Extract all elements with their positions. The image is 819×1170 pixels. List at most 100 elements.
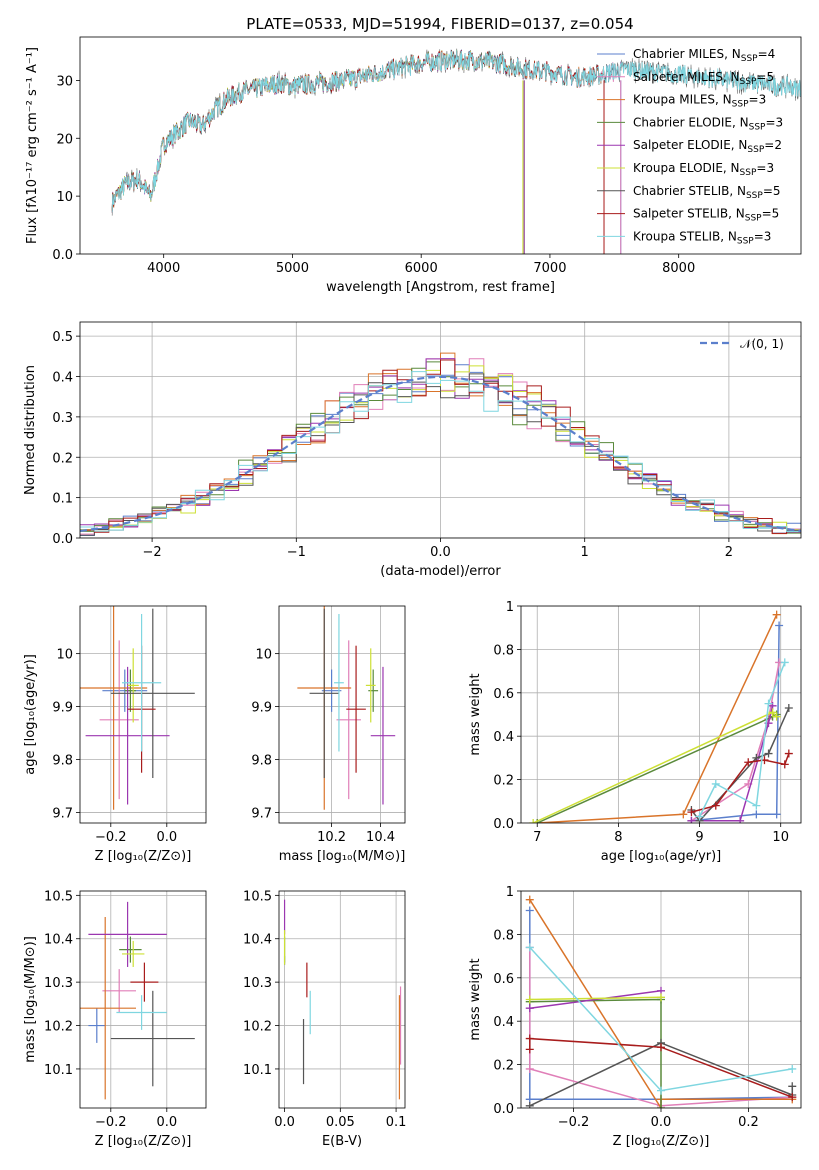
series-line (691, 705, 774, 822)
plot-area (521, 606, 801, 823)
y-tick-label: 10.2 (44, 1020, 73, 1035)
panel-age-vs-Z: −0.2 0.0 9.7 9.8 9.9 10 Z [log₁₀(Z/Z⊙)] age [lo… (23, 605, 207, 864)
y-tick-label: 9.9 (251, 701, 272, 716)
data-point (788, 1082, 797, 1091)
y-tick-label: 9.7 (251, 806, 272, 821)
y-tick-label: 0.8 (493, 643, 514, 658)
series-line (690, 662, 780, 822)
y-tick-label: 0.2 (493, 1059, 514, 1074)
legend-label: Kroupa ELODIE, NSSP=3 (633, 161, 774, 178)
x-tick-label: 8000 (662, 261, 695, 276)
panel-weight-vs-Z: −0.2 0.0 0.2 0.0 0.2 0.4 0.6 0.8 1 Z [log₁₀(Z/Z⊙)… (468, 885, 802, 1149)
x-axis-label: Z [log₁₀(Z/Z⊙)] (95, 849, 192, 864)
y-tick-label: 10.5 (243, 889, 272, 904)
legend-label: 𝒩(0, 1) (740, 337, 784, 351)
panel-residuals: −2 −1 0.0 1 2 0.0 0.1 0.2 0.3 0.4 0.5 (data-model)/… (23, 321, 802, 579)
x-tick-label: 1 (581, 545, 589, 560)
data-point (679, 810, 688, 819)
y-tick-label: 0.5 (52, 330, 73, 345)
data-point (525, 1064, 534, 1073)
data-point (657, 993, 665, 1002)
panel-age-vs-mass: 10.2 10.4 9.7 9.8 9.9 10 mass [log₁₀(M/M⊙)] (251, 605, 406, 864)
data-point (784, 749, 793, 758)
y-tick-label: 0.2 (52, 451, 73, 466)
data-point (744, 758, 753, 767)
y-axis-label: Normed distribution (23, 365, 38, 495)
plot-area (279, 606, 405, 823)
series-line (532, 711, 778, 823)
legend-label: Chabrier STELIB, NSSP=5 (633, 184, 781, 201)
data-point (657, 1043, 665, 1052)
legend-label: Chabrier ELODIE, NSSP=3 (633, 115, 783, 132)
y-tick-label: 9.9 (52, 701, 73, 716)
data-point (711, 801, 720, 810)
x-axis-label: age [log₁₀(age/yr)] (601, 849, 722, 864)
y-tick-label: 9.8 (52, 753, 73, 768)
data-point (768, 708, 777, 717)
y-tick-label: 0.0 (493, 1102, 514, 1117)
axes-frame (278, 890, 406, 1109)
data-point (752, 801, 761, 810)
series-line (691, 753, 790, 813)
data-point (525, 906, 534, 915)
data-point (784, 703, 793, 712)
data-point (657, 1086, 665, 1095)
x-tick-label: 2 (725, 545, 733, 560)
y-tick-label: 0.0 (52, 248, 73, 263)
x-tick-label: −0.2 (95, 1115, 127, 1130)
y-tick-label: 10.4 (44, 933, 73, 948)
data-point (687, 808, 696, 817)
y-tick-label: 1 (506, 885, 514, 900)
data-point (687, 816, 696, 823)
x-tick-label: 10.4 (366, 830, 395, 845)
x-axis-label: E(B-V) (322, 1134, 362, 1149)
y-axis-label: mass weight (468, 673, 483, 755)
x-axis-label: mass [log₁₀(M/M⊙)] (279, 849, 406, 864)
plot-area (279, 891, 405, 1108)
histogram-step (80, 371, 801, 532)
y-tick-label: 9.7 (52, 806, 73, 821)
plot-area (80, 891, 206, 1108)
series-line (536, 713, 778, 823)
data-point (525, 995, 534, 1004)
x-tick-label: 0.05 (326, 1115, 355, 1130)
x-tick-label: 7 (533, 830, 541, 845)
x-axis-label: Z [log₁₀(Z/Z⊙)] (95, 1134, 192, 1149)
data-point (525, 943, 534, 952)
y-tick-label: 0.6 (493, 972, 514, 987)
data-point (772, 610, 781, 619)
legend-label: Kroupa MILES, NSSP=3 (633, 93, 766, 110)
plot-area (521, 891, 801, 1108)
x-tick-label: 0.0 (156, 1115, 177, 1130)
x-tick-label: 0.0 (274, 1115, 295, 1130)
y-tick-label: 10.1 (243, 1063, 272, 1078)
x-tick-label: 6000 (405, 261, 438, 276)
y-tick-label: 30 (56, 74, 73, 89)
series-line (691, 625, 780, 822)
data-point (764, 699, 773, 708)
x-tick-label: 0.1 (386, 1115, 407, 1130)
y-tick-label: 0.4 (493, 730, 514, 745)
y-tick-label: 10 (56, 648, 73, 663)
data-point (772, 810, 781, 819)
x-axis-label: wavelength [Angstrom, rest frame] (326, 280, 555, 295)
legend-label: Chabrier MILES, NSSP=4 (633, 47, 775, 64)
data-point (525, 1045, 534, 1054)
panel-mass-vs-Z: −0.2 0.0 10.1 10.2 10.3 10.4 10.5 Z [log₁₀(Z/Z⊙… (23, 889, 207, 1149)
x-tick-label: 7000 (533, 261, 566, 276)
legend-label: Salpeter STELIB, NSSP=5 (633, 207, 779, 224)
x-tick-label: 9 (695, 830, 703, 845)
x-tick-label: 5000 (276, 261, 309, 276)
x-axis-label: (data-model)/error (380, 564, 501, 579)
y-tick-label: 0.6 (493, 687, 514, 702)
y-tick-label: 0.8 (493, 928, 514, 943)
series-line (529, 1037, 793, 1098)
y-tick-label: 0.4 (493, 1015, 514, 1030)
y-tick-label: 10 (56, 190, 73, 205)
y-tick-label: 10.5 (44, 889, 73, 904)
axes-frame (278, 605, 406, 824)
data-point (788, 1093, 797, 1102)
y-tick-label: 0.4 (52, 371, 73, 386)
y-tick-label: 10 (255, 648, 272, 663)
